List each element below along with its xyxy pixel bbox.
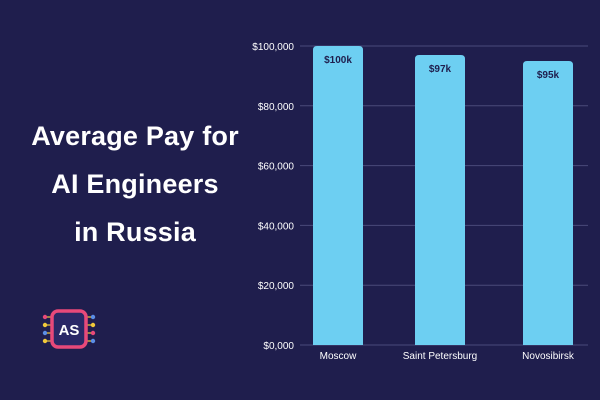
x-tick-label: Moscow <box>320 351 357 362</box>
x-axis-ticks: Moscow Saint Petersburg Novosibirsk <box>320 351 575 362</box>
y-tick-label: $100,000 <box>252 42 294 53</box>
bar <box>313 46 363 345</box>
bar <box>523 60 573 345</box>
title-line-1: Average Pay for <box>31 121 239 151</box>
y-axis-ticks: $0,000 $20,000 $40,000 $60,000 $80,000 $100,0… <box>252 42 294 352</box>
y-tick-label: $20,000 <box>258 281 295 292</box>
bar-value-label: $95k <box>537 70 560 81</box>
title-line-3: in Russia <box>74 217 196 247</box>
data-labels: $100k $97k $95k <box>324 55 559 81</box>
logo-pins-right <box>86 314 96 344</box>
y-tick-label: $40,000 <box>258 221 295 232</box>
y-tick-label: $60,000 <box>258 162 295 173</box>
as-logo: AS <box>42 309 96 349</box>
y-tick-label: $0,000 <box>263 341 294 352</box>
logo-text: AS <box>59 322 80 339</box>
bar-value-label: $97k <box>429 64 452 75</box>
bars <box>313 46 573 345</box>
bar-value-label: $100k <box>324 55 352 66</box>
x-tick-label: Saint Petersburg <box>403 351 478 362</box>
logo-chip <box>50 309 88 349</box>
title-line-2: AI Engineers <box>51 169 219 199</box>
y-tick-label: $80,000 <box>258 102 295 113</box>
chart-title: Average Pay for AI Engineers in Russia <box>20 112 250 256</box>
x-tick-label: Novosibirsk <box>522 351 575 362</box>
bar <box>415 54 465 345</box>
